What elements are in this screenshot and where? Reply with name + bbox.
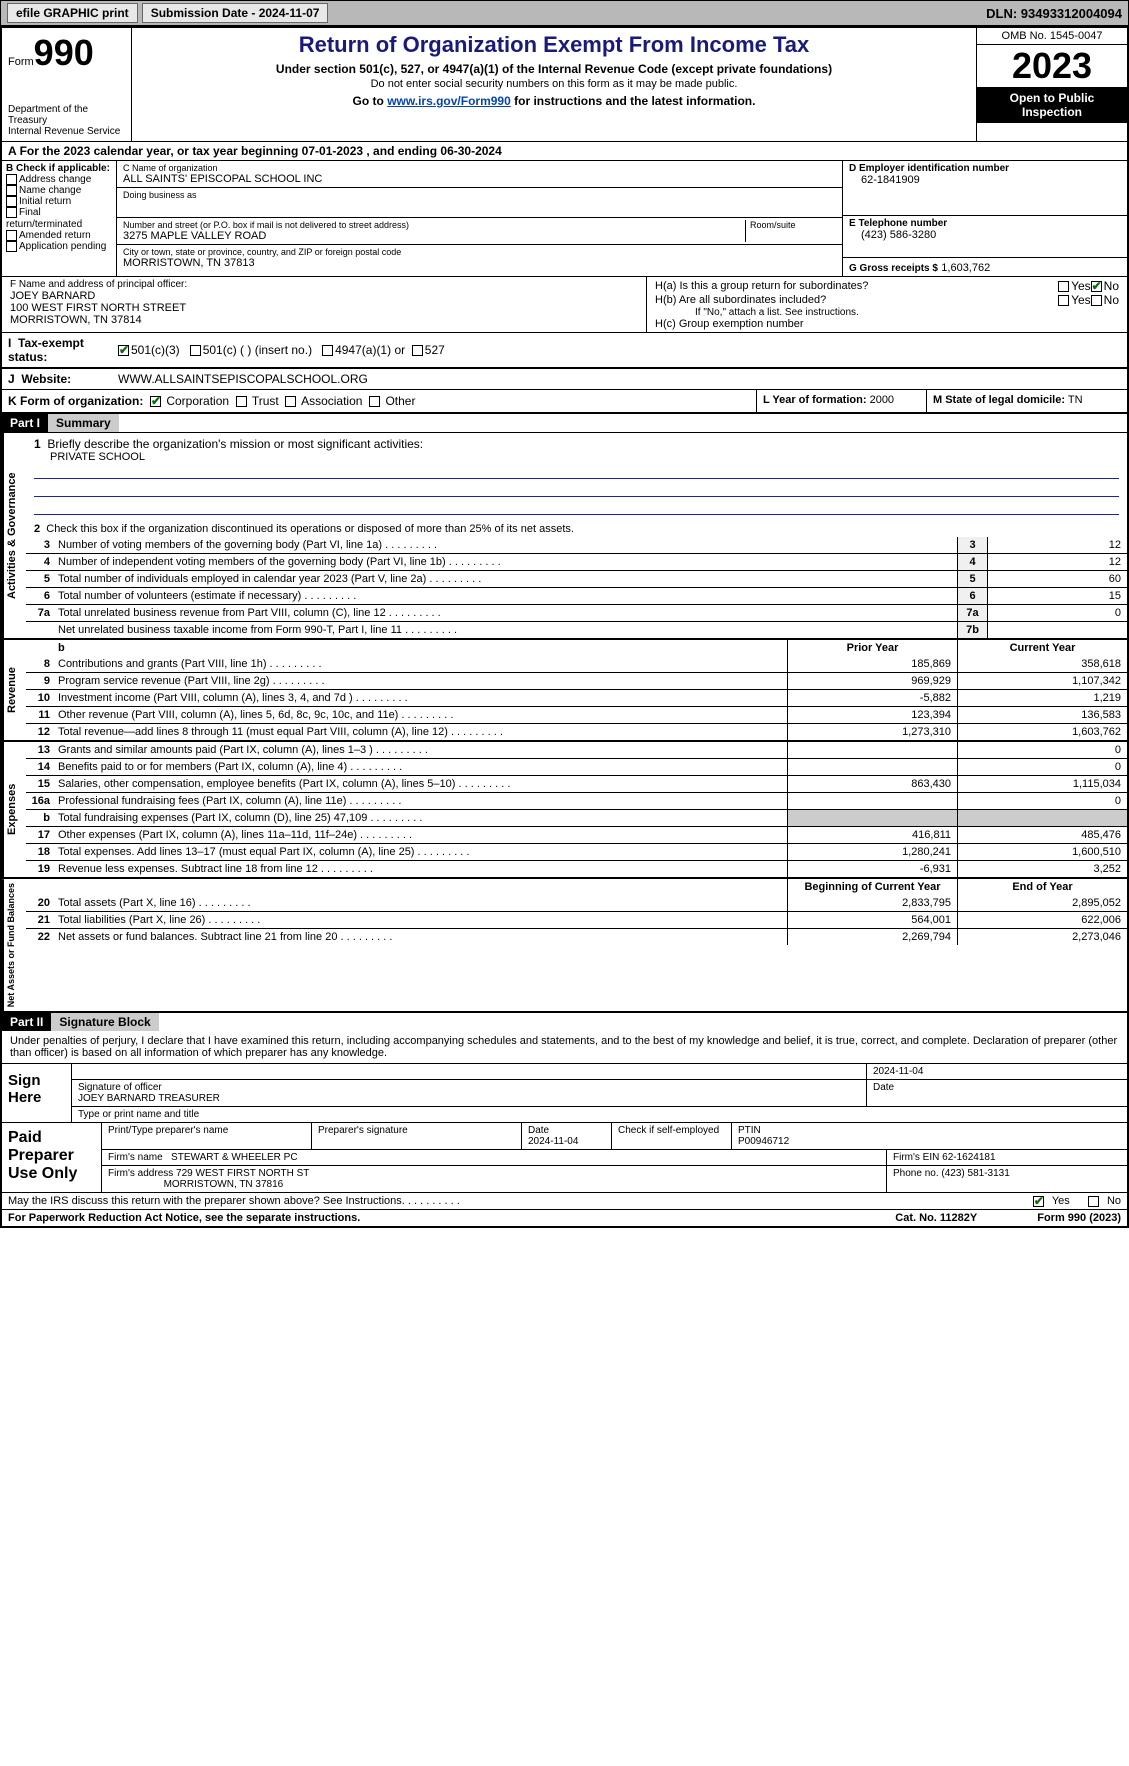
line-1-mission: 1 Briefly describe the organization's mi… xyxy=(26,433,1127,521)
city-state-zip: MORRISTOWN, TN 37813 xyxy=(123,257,836,269)
hb-yes[interactable] xyxy=(1058,295,1069,306)
ein: 62-1841909 xyxy=(849,174,1121,186)
state-domicile: TN xyxy=(1068,394,1083,406)
omb-number: OMB No. 1545-0047 xyxy=(977,28,1127,45)
discuss-no[interactable] xyxy=(1088,1196,1099,1207)
form-header: Form990 Department of the Treasury Inter… xyxy=(2,28,1127,142)
instructions-line: Go to www.irs.gov/Form990 for instructio… xyxy=(140,94,968,108)
form-subtitle: Under section 501(c), 527, or 4947(a)(1)… xyxy=(140,62,968,76)
4947-checkbox[interactable] xyxy=(322,345,333,356)
form-label: Form xyxy=(8,56,34,68)
dept-treasury: Department of the Treasury xyxy=(8,104,125,126)
prep-date: 2024-11-04 xyxy=(528,1136,578,1147)
ha-yes[interactable] xyxy=(1058,281,1069,292)
part-i-header: Part ISummary xyxy=(2,414,1127,432)
cat-no: Cat. No. 11282Y xyxy=(895,1212,977,1224)
topbar: efile GRAPHIC print Submission Date - 20… xyxy=(0,0,1129,26)
form-number: 990 xyxy=(34,32,94,73)
sig-date: 2024-11-04 xyxy=(867,1064,1127,1079)
row-a-tax-year: A For the 2023 calendar year, or tax yea… xyxy=(2,142,1127,161)
checkbox-address-change[interactable] xyxy=(6,174,17,185)
firm-name: STEWART & WHEELER PC xyxy=(171,1152,298,1163)
year-formation: 2000 xyxy=(870,394,894,406)
vtab-governance: Activities & Governance xyxy=(2,433,26,638)
summary-governance: Activities & Governance 1 Briefly descri… xyxy=(2,432,1127,638)
firm-addr2: MORRISTOWN, TN 37816 xyxy=(164,1179,284,1190)
section-bcd-row: B Check if applicable: Address change Na… xyxy=(2,161,1127,276)
summary-revenue: Revenue bPrior YearCurrent Year 8Contrib… xyxy=(2,638,1127,740)
line-2: 2 Check this box if the organization dis… xyxy=(26,521,1127,537)
sign-here-block: Sign Here 2024-11-04 Signature of office… xyxy=(2,1063,1127,1122)
vtab-net-assets: Net Assets or Fund Balances xyxy=(2,879,26,1011)
form-trust-checkbox[interactable] xyxy=(236,396,247,407)
section-deg: D Employer identification number62-18419… xyxy=(842,161,1127,276)
dln-label: DLN: 93493312004094 xyxy=(986,6,1122,21)
section-h: H(a) Is this a group return for subordin… xyxy=(647,277,1127,332)
form-other-checkbox[interactable] xyxy=(369,396,380,407)
form-title: Return of Organization Exempt From Incom… xyxy=(140,32,968,58)
vtab-revenue: Revenue xyxy=(2,640,26,740)
open-public-badge: Open to Public Inspection xyxy=(977,87,1127,123)
discuss-yes[interactable] xyxy=(1033,1196,1044,1207)
row-fh: F Name and address of principal officer:… xyxy=(2,276,1127,332)
checkbox-initial-return[interactable] xyxy=(6,196,17,207)
officer-name: JOEY BARNARD xyxy=(10,290,638,302)
tax-year: 2023 xyxy=(977,45,1127,87)
row-klm: K Form of organization: Corporation Trus… xyxy=(2,389,1127,414)
section-b: B Check if applicable: Address change Na… xyxy=(2,161,117,276)
firm-phone: (423) 581-3131 xyxy=(941,1168,1009,1179)
efile-print-button[interactable]: efile GRAPHIC print xyxy=(7,3,138,23)
501c-checkbox[interactable] xyxy=(190,345,201,356)
org-name: ALL SAINTS' EPISCOPAL SCHOOL INC xyxy=(123,173,836,185)
ssn-note: Do not enter social security numbers on … xyxy=(140,78,968,90)
firm-ein: 62-1624181 xyxy=(942,1152,995,1163)
checkbox-final-return[interactable] xyxy=(6,207,17,218)
form-footer: Form 990 (2023) xyxy=(1037,1212,1121,1224)
527-checkbox[interactable] xyxy=(412,345,423,356)
officer-addr2: MORRISTOWN, TN 37814 xyxy=(10,314,638,326)
footer: For Paperwork Reduction Act Notice, see … xyxy=(2,1209,1127,1226)
officer-signature: JOEY BARNARD TREASURER xyxy=(78,1093,860,1104)
gross-receipts: 1,603,762 xyxy=(941,262,990,274)
form-corp-checkbox[interactable] xyxy=(150,396,161,407)
checkbox-app-pending[interactable] xyxy=(6,241,17,252)
section-f: F Name and address of principal officer:… xyxy=(2,277,647,332)
officer-addr1: 100 WEST FIRST NORTH STREET xyxy=(10,302,638,314)
website-url: WWW.ALLSAINTSEPISCOPALSCHOOL.ORG xyxy=(118,372,368,386)
form-990-page: Form990 Department of the Treasury Inter… xyxy=(0,26,1129,1228)
501c3-checkbox[interactable] xyxy=(118,345,129,356)
firm-addr1: 729 WEST FIRST NORTH ST xyxy=(176,1168,309,1179)
irs-link[interactable]: www.irs.gov/Form990 xyxy=(387,94,511,108)
summary-expenses: Expenses 13Grants and similar amounts pa… xyxy=(2,740,1127,877)
ptin: P00946712 xyxy=(738,1136,789,1147)
checkbox-amended[interactable] xyxy=(6,230,17,241)
mission-text: PRIVATE SCHOOL xyxy=(34,451,1119,463)
street-address: 3275 MAPLE VALLEY ROAD xyxy=(123,230,745,242)
part-ii-header: Part IISignature Block xyxy=(2,1011,1127,1031)
submission-date: Submission Date - 2024-11-07 xyxy=(142,3,329,23)
phone: (423) 586-3280 xyxy=(849,229,1121,241)
vtab-expenses: Expenses xyxy=(2,742,26,877)
discuss-row: May the IRS discuss this return with the… xyxy=(2,1192,1127,1209)
form-assoc-checkbox[interactable] xyxy=(285,396,296,407)
ha-no[interactable] xyxy=(1091,281,1102,292)
section-c: C Name of organizationALL SAINTS' EPISCO… xyxy=(117,161,842,276)
paid-preparer-block: Paid Preparer Use Only Print/Type prepar… xyxy=(2,1122,1127,1192)
summary-net-assets: Net Assets or Fund Balances Beginning of… xyxy=(2,877,1127,1011)
perjury-declaration: Under penalties of perjury, I declare th… xyxy=(2,1031,1127,1063)
checkbox-name-change[interactable] xyxy=(6,185,17,196)
hb-no[interactable] xyxy=(1091,295,1102,306)
row-j: J Website: WWW.ALLSAINTSEPISCOPALSCHOOL.… xyxy=(2,368,1127,389)
row-i: I Tax-exempt status: 501(c)(3) 501(c) ( … xyxy=(2,332,1127,368)
irs-label: Internal Revenue Service xyxy=(8,126,125,137)
